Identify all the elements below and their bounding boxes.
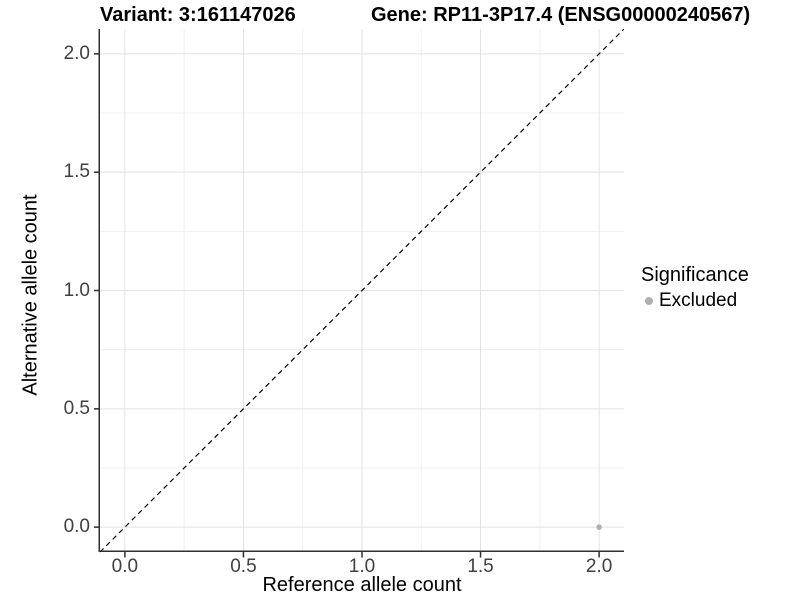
y-tick-label: 0.5 [63, 397, 90, 419]
x-axis-title: Reference allele count [262, 574, 462, 596]
x-tick-label: 1.5 [467, 556, 494, 577]
y-axis-title: Alternative allele count [19, 194, 42, 396]
y-tick-label: 1.0 [63, 279, 90, 301]
x-tick-label: 2.0 [585, 556, 613, 577]
legend: Significance Excluded [641, 263, 749, 313]
y-tick-label: 2.0 [63, 42, 90, 64]
y-tick-label: 0.0 [63, 516, 90, 538]
legend-point-icon [641, 293, 657, 309]
data-point [596, 524, 602, 530]
legend-item-label: Excluded [659, 290, 738, 311]
x-tick-label: 0.5 [230, 556, 257, 577]
x-tick-label: 0.0 [111, 556, 139, 577]
legend-title: Significance [641, 264, 749, 286]
x-tick-label: 1.0 [348, 556, 376, 577]
plot-panel [94, 29, 624, 558]
gray-dot-icon [645, 297, 653, 305]
plot-title-gene: Gene: RP11-3P17.4 (ENSG00000240567) [371, 4, 751, 26]
y-tick-label: 1.5 [63, 161, 90, 183]
legend-item-excluded: Excluded [641, 289, 749, 313]
plot-title-variant: Variant: 3:161147026 [100, 4, 296, 26]
